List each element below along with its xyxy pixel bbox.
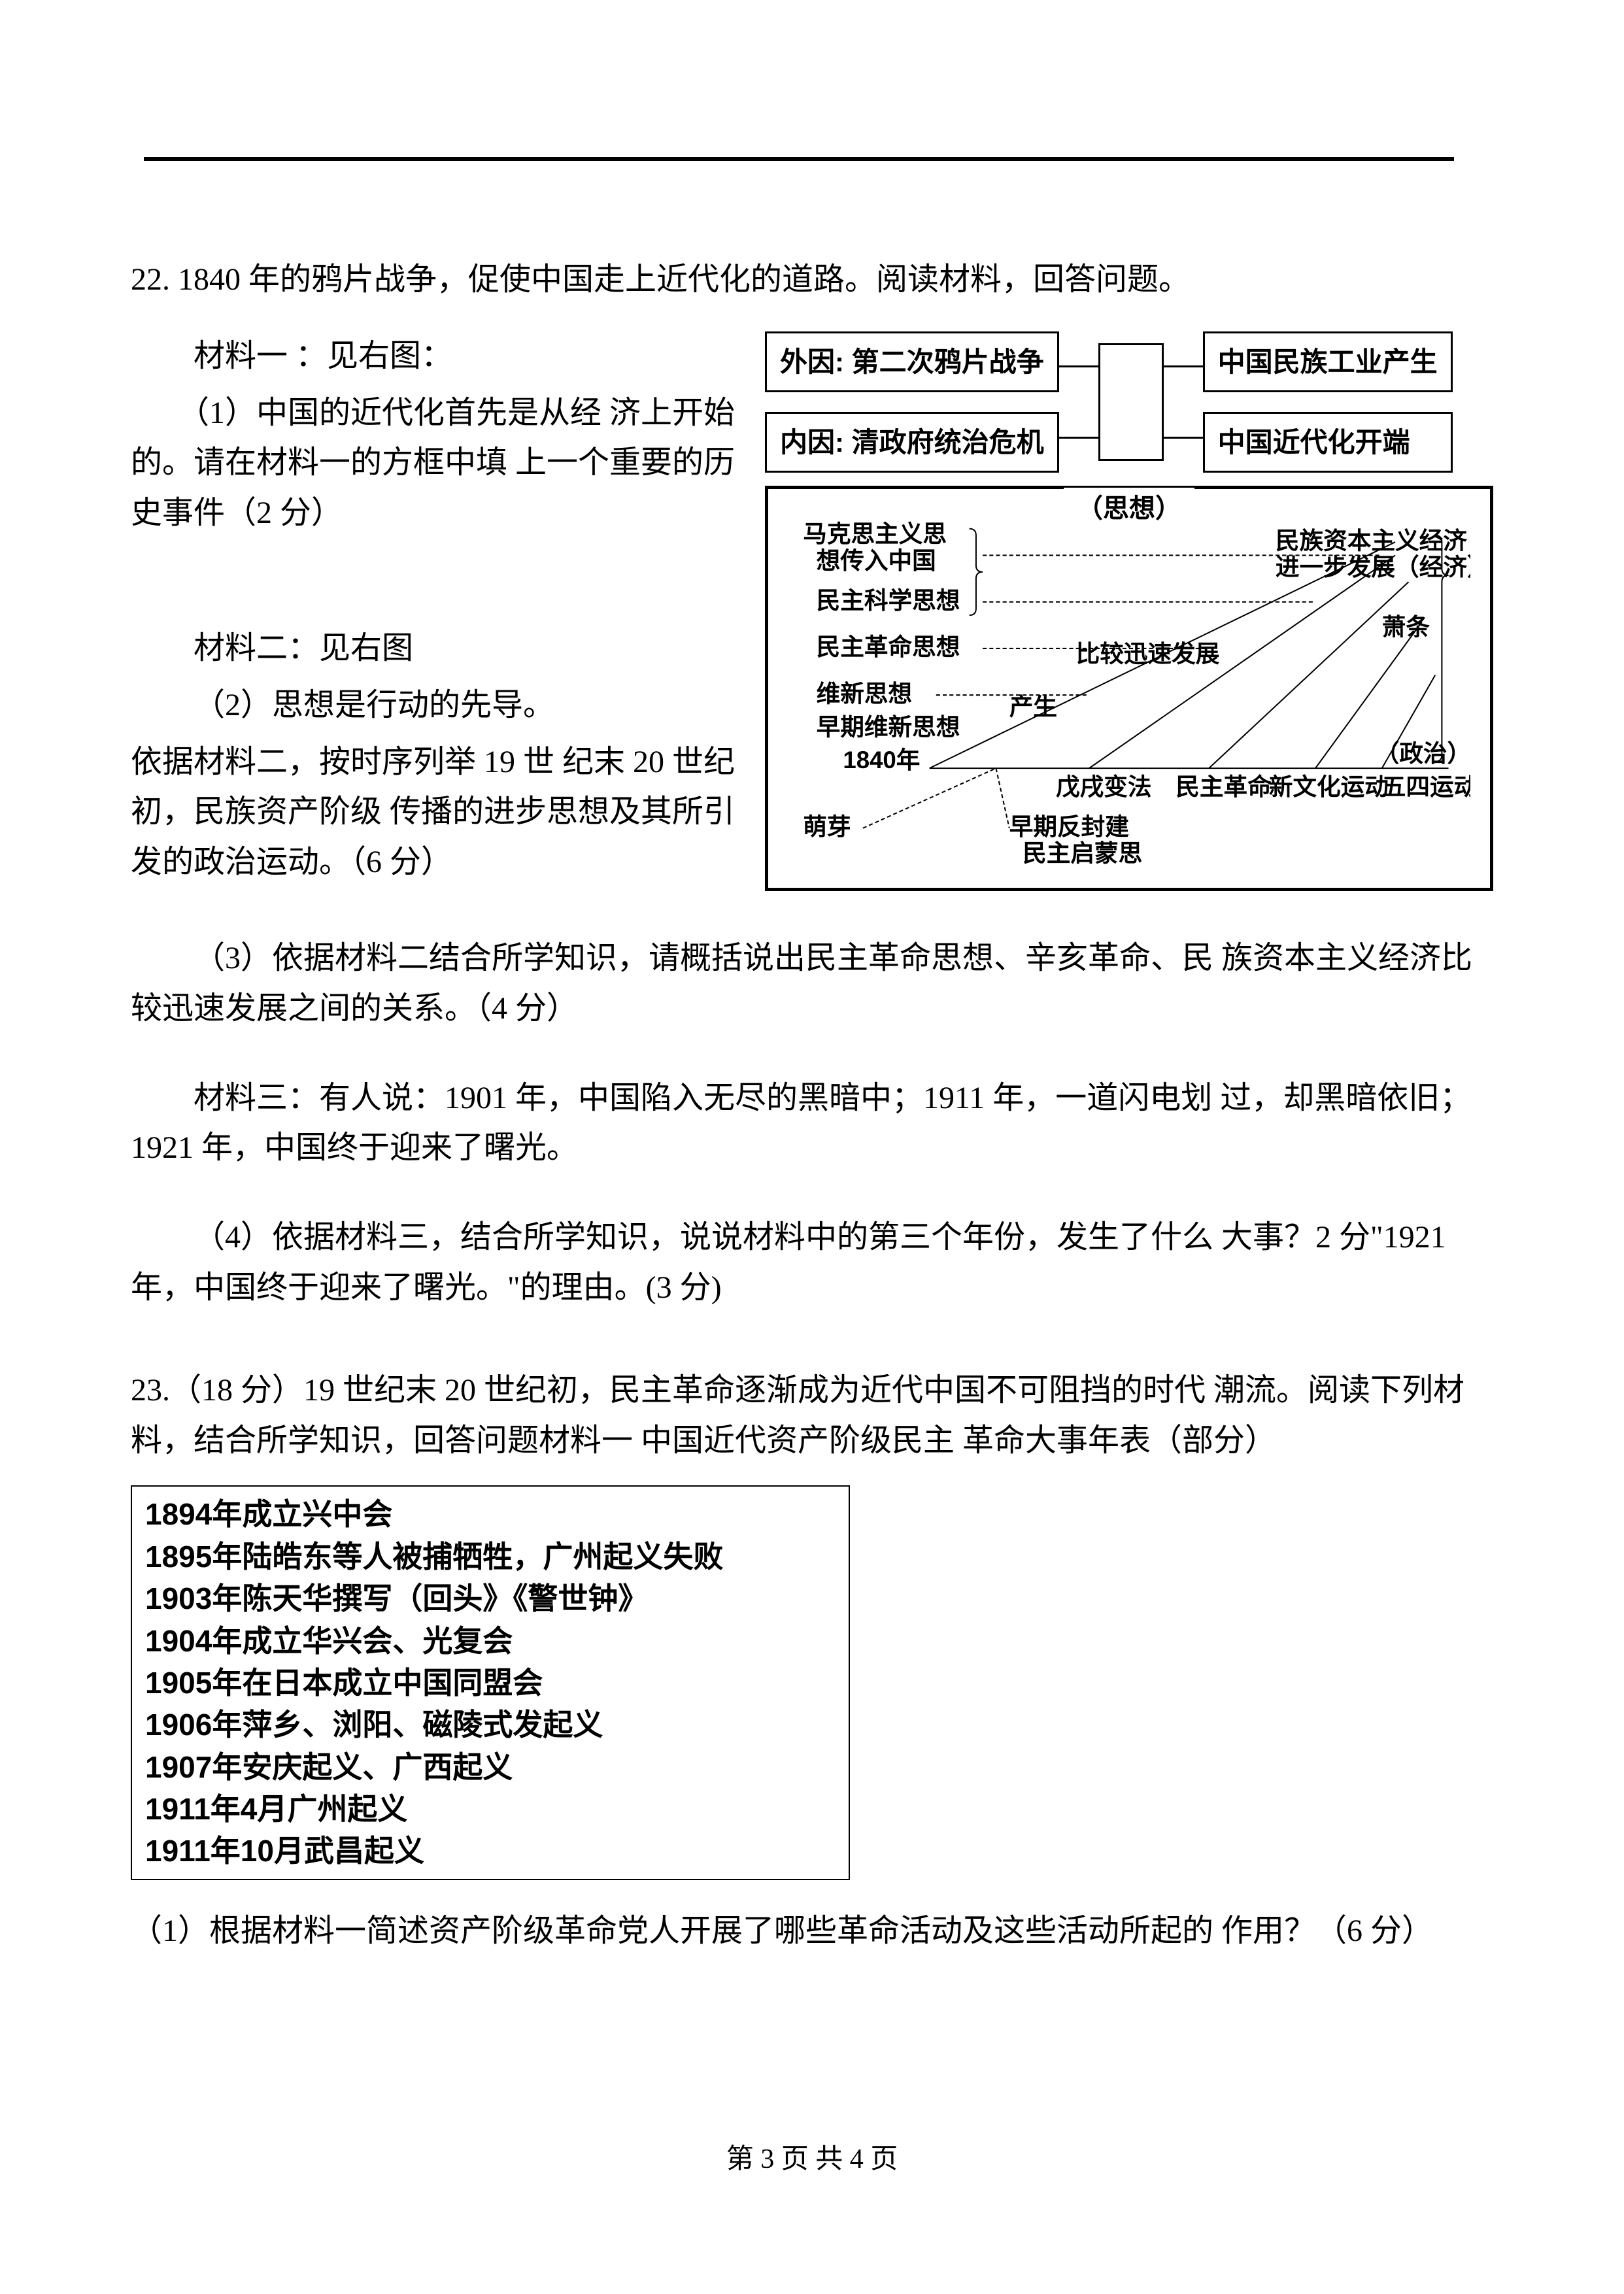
q23-intro: 23.（18 分）19 世纪末 20 世纪初，民主革命逐渐成为近代中国不可阻挡的… bbox=[131, 1366, 1493, 1466]
q22-sub1-text: （1）中国的近代化首先是从经 济上开始的。请在材料一的方框中填 上一个重要的历史… bbox=[131, 396, 735, 531]
d2-produce: 产生 bbox=[1009, 694, 1057, 720]
content-area: 22. 1840 年的鸦片战争，促使中国走上近代化的道路。阅读材料，回答问题。 … bbox=[131, 255, 1493, 1957]
timeline-item: 1894年成立兴中会 bbox=[145, 1493, 836, 1535]
q22-sub2a: （2）思想是行动的先导。 bbox=[131, 681, 745, 731]
d2-y1: 民主科学思想 bbox=[817, 587, 960, 614]
d2-y4: 早期维新思想 bbox=[817, 713, 960, 740]
timeline-item: 1905年在日本成立中国同盟会 bbox=[145, 1662, 836, 1704]
timeline-item: 1906年萍乡、浏阳、磁陵式发起义 bbox=[145, 1704, 836, 1746]
q22-intro: 22. 1840 年的鸦片战争，促使中国走上近代化的道路。阅读材料，回答问题。 bbox=[131, 255, 1493, 305]
d2-y0b: 想传入中国 bbox=[817, 547, 936, 574]
q22-sub1: （1）中国的近代化首先是从经 济上开始的。请在材料一的方框中填 上一个重要的历史… bbox=[131, 388, 745, 539]
d2-y5: 萌芽 bbox=[803, 813, 851, 840]
timeline-item: 1895年陆皓东等人被捕牺牲，广州起义失败 bbox=[145, 1536, 836, 1577]
d2-midlabel: 比较迅速发展 bbox=[1076, 640, 1220, 667]
diagram1: 外因: 第二次鸦片战争 内因: 清政府统治危机 bbox=[765, 331, 1493, 473]
q22-sub3: （3）依据材料二结合所学知识，请概括说出民主革命思想、辛亥革命、民 族资本主义经… bbox=[131, 934, 1493, 1034]
d2-x0: 戊戌变法 bbox=[1056, 773, 1152, 800]
top-rule bbox=[144, 157, 1454, 161]
timeline-item: 1911年4月广州起义 bbox=[145, 1788, 836, 1830]
d2-xstart: 1840年 bbox=[843, 747, 920, 773]
timeline-item: 1903年陈天华撰写（回头》《警世钟》 bbox=[145, 1577, 836, 1619]
d2-title: （思想） bbox=[1064, 488, 1194, 530]
d1-out1: 中国民族工业产生 bbox=[1203, 331, 1453, 392]
q22-mat1-section: 材料一 ：见右图： （1）中国的近代化首先是从经 济上开始的。请在材料一的方框中… bbox=[131, 331, 1493, 894]
d1-ext-cause: 外因: 第二次鸦片战争 bbox=[765, 331, 1059, 392]
d1-center-blank bbox=[1098, 343, 1164, 461]
q22-sub2b: 依据材料二，按时序列举 19 世 纪末 20 世纪初，民族资产阶级 传播的进步思… bbox=[131, 737, 745, 888]
d2-raxis: （政治） bbox=[1376, 740, 1470, 767]
timeline-box: 1894年成立兴中会 1895年陆皓东等人被捕牺牲，广州起义失败 1903年陈天… bbox=[131, 1485, 850, 1880]
timeline-item: 1911年10月武昌起义 bbox=[145, 1830, 836, 1872]
page-footer: 第 3 页 共 4 页 bbox=[0, 2136, 1624, 2176]
d2-x2: 新文化运动 bbox=[1269, 773, 1389, 800]
d2-y3: 维新思想 bbox=[817, 681, 913, 707]
q23-sub1: （1）根据材料一简述资产阶级革命党人开展了哪些革命活动及这些活动所起的 作用？（… bbox=[131, 1906, 1493, 1957]
d2-y2: 民主革命思想 bbox=[817, 633, 960, 660]
q22-mat3: 材料三：有人说：1901 年，中国陷入无尽的黑暗中；1911 年，一道闪电划 过… bbox=[131, 1073, 1493, 1174]
q22-sub4: （4）依据材料三，结合所学知识，说说材料中的第三个年份，发生了什么 大事？2 分… bbox=[131, 1213, 1493, 1313]
d2-xbottom2: 民主启蒙思 bbox=[1023, 840, 1142, 867]
d2-rt2: 进一步发展（经济） bbox=[1276, 554, 1470, 581]
d2-svg: 马克思主义思 想传入中国 民主科学思想 民主革命思想 维新思想 早期维新思想 1… bbox=[788, 502, 1470, 875]
d2-x1: 民主革命 bbox=[1176, 773, 1272, 800]
d2-y0a: 马克思主义思 bbox=[803, 520, 947, 547]
d1-int-cause: 内因: 清政府统治危机 bbox=[765, 412, 1059, 473]
q22-mat2-label: 材料二：见右图 bbox=[131, 624, 745, 674]
d2-rt1: 民族资本主义经济 bbox=[1276, 527, 1467, 554]
q22-mat1-label: 材料一 ：见右图： bbox=[131, 331, 745, 382]
timeline-item: 1907年安庆起义、广西起义 bbox=[145, 1746, 836, 1788]
timeline-item: 1904年成立华兴会、光复会 bbox=[145, 1620, 836, 1662]
d2-x3: 五四运动 bbox=[1382, 773, 1470, 800]
d1-out2: 中国近代化开端 bbox=[1203, 412, 1453, 473]
d2-xbottom1: 早期反封建 bbox=[1009, 813, 1129, 840]
diagram2: （思想） 马克思主义思 想传入中国 民主科学思想 民主革命思想 维新思想 早期维… bbox=[765, 486, 1493, 891]
d2-rmid: 萧条 bbox=[1382, 614, 1430, 641]
